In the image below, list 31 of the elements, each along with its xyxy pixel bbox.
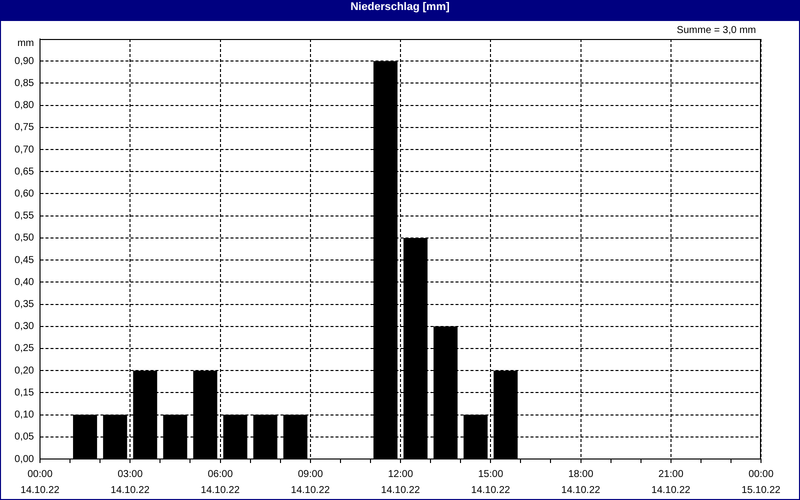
y-tick-label: 0,35 <box>14 299 34 310</box>
y-tick-label: 0,75 <box>14 122 34 134</box>
y-tick-label: 0,70 <box>14 144 34 156</box>
y-tick-label: 0,40 <box>14 276 34 288</box>
x-tick-label: 18:00 14.10.22 <box>561 468 601 496</box>
y-tick-label: 0,85 <box>14 78 34 89</box>
y-tick-label: 0,30 <box>14 321 34 332</box>
x-tick-label: 15:00 14.10.22 <box>471 468 511 496</box>
y-tick-label: 0,05 <box>14 432 34 443</box>
y-axis-title: mm <box>17 38 34 49</box>
x-tick-label: 03:00 14.10.22 <box>110 468 150 496</box>
y-tick-label: 0,80 <box>14 100 34 112</box>
y-tick-label: 0,50 <box>14 232 34 244</box>
y-tick-label: 0,15 <box>14 387 34 398</box>
x-tick-label: 00:00 14.10.22 <box>20 468 60 496</box>
y-tick-label: 0,60 <box>14 188 34 200</box>
y-tick-label: 0,00 <box>14 454 34 465</box>
y-tick-label: 0,45 <box>14 254 34 266</box>
y-tick-label: 0,20 <box>14 365 34 376</box>
y-tick-label: 0,25 <box>14 343 34 354</box>
y-tick-label: 0,65 <box>14 166 34 178</box>
y-tick-label: 0,55 <box>14 210 34 222</box>
x-tick-label: 21:00 14.10.22 <box>651 468 691 496</box>
y-tick-label: 0,90 <box>14 56 34 67</box>
y-tick-label: 0,10 <box>14 410 34 421</box>
text: Summe = 3,0 mm <box>676 24 756 36</box>
x-tick-label: 00:00 15.10.22 <box>742 468 781 496</box>
x-tick-label: 12:00 14.10.22 <box>381 468 420 496</box>
x-tick-label: 09:00 14.10.22 <box>290 468 330 496</box>
x-tick-label: 06:00 14.10.22 <box>200 468 240 496</box>
chart-title: Niederschlag [mm] <box>1 1 799 21</box>
